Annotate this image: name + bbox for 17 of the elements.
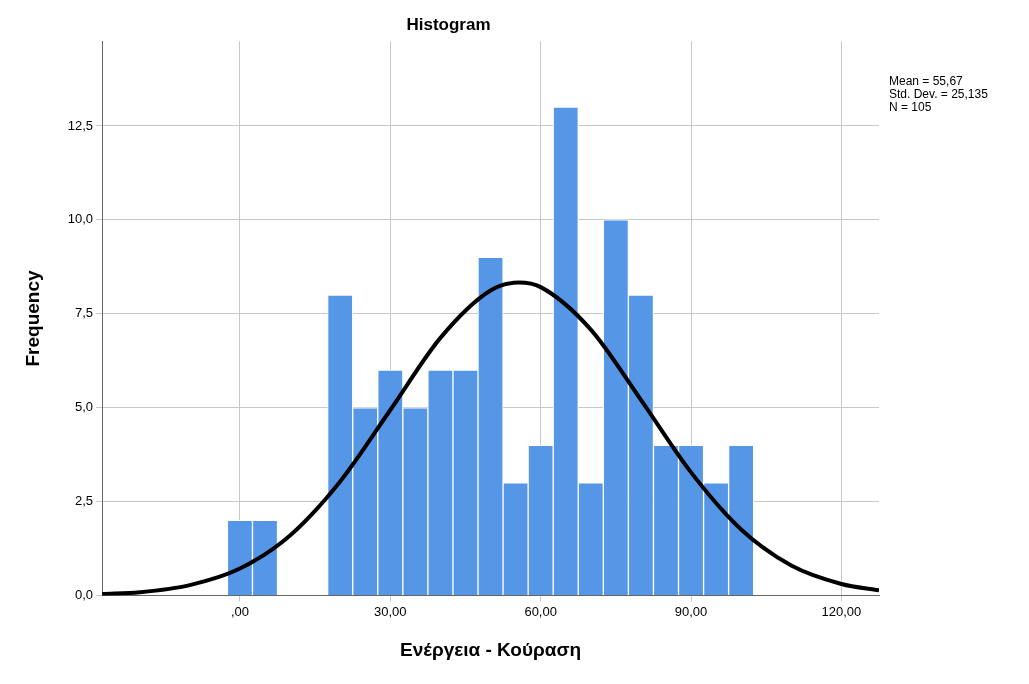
text: Std. Dev. = 25,135 — [889, 87, 989, 102]
y-tick-label: 7,5 — [75, 305, 94, 321]
x-tick-label: 120,00 — [821, 603, 862, 619]
x-tick-label: 30,00 — [374, 603, 407, 619]
x-axis-title: Ενέργεια - Κούραση — [400, 638, 582, 660]
y-tick-label: 0,0 — [75, 587, 94, 603]
y-tick-label: 12,5 — [67, 117, 94, 133]
x-tick-label: 90,00 — [674, 603, 708, 619]
x-tick-label: 60,00 — [524, 603, 557, 619]
text: N = 105 — [889, 100, 932, 115]
y-tick-label: 2,5 — [75, 493, 94, 509]
y-axis-title: Frequency — [21, 270, 43, 367]
x-tick-label: ,00 — [230, 603, 249, 619]
y-tick-label: 5,0 — [75, 399, 94, 415]
chart-title: Histogram — [406, 14, 491, 34]
y-tick-label: 10,0 — [67, 211, 94, 227]
text: Mean = 55,67 — [889, 74, 964, 89]
